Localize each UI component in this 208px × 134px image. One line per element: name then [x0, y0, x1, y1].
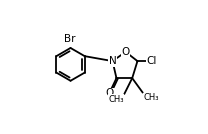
Text: O: O [106, 88, 114, 98]
Text: CH₃: CH₃ [108, 95, 124, 104]
Text: O: O [121, 47, 130, 57]
Text: Br: Br [64, 34, 76, 44]
Text: N: N [109, 56, 116, 66]
Text: CH₃: CH₃ [143, 93, 159, 102]
Text: Cl: Cl [147, 56, 157, 66]
